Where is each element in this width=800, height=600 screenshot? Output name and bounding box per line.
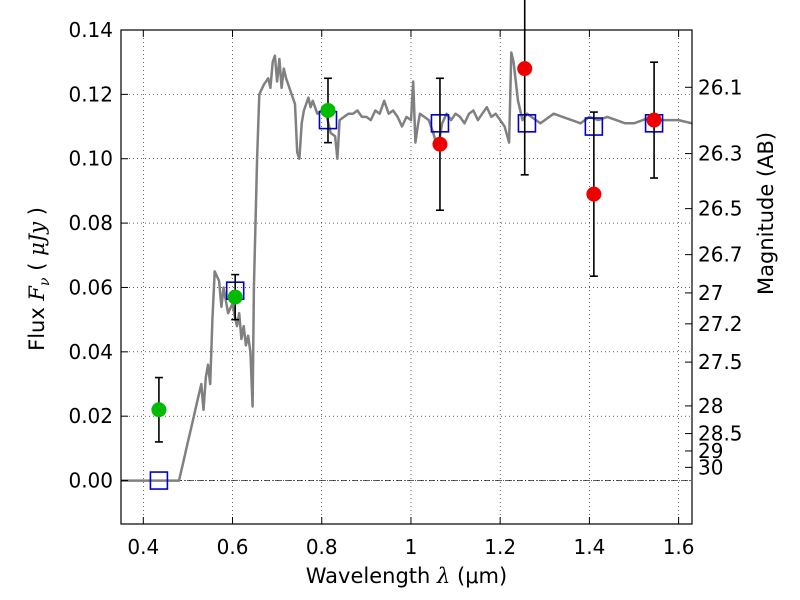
magnitude-tick-label: 26.7 <box>698 243 743 267</box>
photometry-point <box>432 136 448 152</box>
magnitude-tick-label: 29 <box>698 439 723 463</box>
y-tick-label: 0.04 <box>68 340 113 364</box>
magnitude-tick-label: 27.2 <box>698 312 743 336</box>
plot-frame <box>120 29 693 525</box>
magnitude-axis-label: Magnitude (AB) <box>754 132 778 295</box>
magnitude-tick-label: 26.5 <box>698 197 743 221</box>
model-sed-curve <box>121 51 693 482</box>
y-tick-label: 0.00 <box>68 469 113 493</box>
y-tick-label: 0.14 <box>68 18 113 42</box>
y-tick-label: 0.06 <box>68 275 113 299</box>
y-axis-label: Flux Fν ( μJy ) <box>25 207 53 351</box>
y-tick-label: 0.08 <box>68 211 113 235</box>
x-tick-label: 0.6 <box>217 535 249 559</box>
photometry-point <box>227 289 243 305</box>
photometry-point <box>151 402 167 418</box>
magnitude-tick-label: 28 <box>698 394 723 418</box>
model-flux-square <box>149 471 169 490</box>
x-tick-label: 0.4 <box>127 535 159 559</box>
model-sed-layer <box>121 51 693 482</box>
x-axis-label: Wavelength λ (μm) <box>306 564 507 588</box>
magnitude-tick-label: 28.5 <box>698 422 743 446</box>
model-flux-square <box>517 114 537 133</box>
x-tick-label: 1.6 <box>663 535 695 559</box>
magnitude-tick-label: 26.1 <box>698 75 743 99</box>
grid-lines <box>121 29 692 524</box>
magnitude-tick-label: 26.3 <box>698 142 743 166</box>
photometry-point <box>646 112 662 128</box>
magnitude-tick-label: 27.5 <box>698 350 743 374</box>
x-tick-label: 0.8 <box>306 535 338 559</box>
photometry-point <box>517 61 533 77</box>
magnitude-tick-label: 27 <box>698 281 723 305</box>
x-tick-label: 1.2 <box>484 535 516 559</box>
photometry-point <box>586 186 602 202</box>
axis-ticks: 0.4 0.6 0.8 1 1.2 1.4 1.6 0.00 0.02 0.04 0.06 0.08 0… <box>68 18 742 559</box>
photometry-layer <box>149 0 664 490</box>
photometry-point <box>320 102 336 118</box>
y-tick-label: 0.12 <box>68 82 113 106</box>
x-tick-label: 1.4 <box>573 535 605 559</box>
y-tick-label: 0.10 <box>68 147 113 171</box>
magnitude-tick-label: 30 <box>698 455 723 479</box>
y-tick-label: 0.02 <box>68 404 113 428</box>
x-tick-label: 1 <box>405 535 418 559</box>
